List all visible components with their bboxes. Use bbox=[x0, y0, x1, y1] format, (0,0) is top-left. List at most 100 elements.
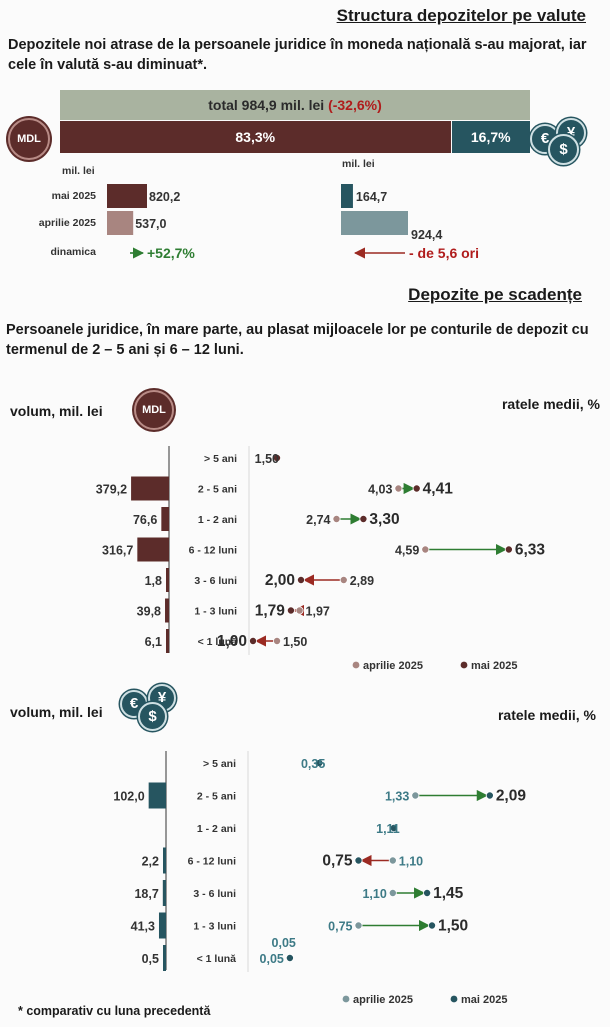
volume-label: 316,7 bbox=[102, 544, 133, 558]
may-point bbox=[296, 575, 305, 584]
may-rate-label: 6,33 bbox=[515, 542, 546, 559]
april-point bbox=[421, 545, 430, 554]
april-rate-label: 1,10 bbox=[362, 887, 386, 901]
april-point bbox=[388, 888, 397, 897]
april-point bbox=[339, 575, 348, 584]
fx-dollar-icon: $ bbox=[138, 702, 167, 731]
fx-bar-1 bbox=[341, 211, 408, 235]
may-rate-label: 1,11 bbox=[376, 822, 400, 836]
category-label: 2 - 5 ani bbox=[197, 791, 236, 803]
section1-title: Structura depozitelor pe valute bbox=[336, 6, 586, 25]
legend-may: mai 2025 bbox=[461, 994, 507, 1006]
april-point bbox=[332, 515, 341, 524]
mdl-bar-label-0: 820,2 bbox=[149, 190, 180, 204]
may-point bbox=[354, 856, 363, 865]
may-rate-label: 0,35 bbox=[301, 757, 325, 771]
mdl-chart-badge: MDL bbox=[134, 390, 174, 430]
may-point bbox=[412, 484, 421, 493]
mdl-rate-title: ratele medii, % bbox=[501, 396, 600, 412]
volume-bar bbox=[163, 847, 166, 874]
may-rate-label: 1,45 bbox=[433, 885, 464, 902]
mdl-bar-0 bbox=[107, 184, 147, 208]
category-label: < 1 lună bbox=[197, 953, 237, 965]
row-label-april: aprilie 2025 bbox=[38, 217, 96, 229]
mdl-bar-1 bbox=[107, 211, 134, 235]
category-label: > 5 ani bbox=[203, 758, 236, 770]
may-point bbox=[423, 888, 432, 897]
category-label: < 1 lună bbox=[198, 636, 238, 648]
may-rate-label: 2,09 bbox=[496, 788, 527, 805]
legend-may-marker bbox=[450, 995, 458, 1003]
may-rate-label: 1,79 bbox=[255, 603, 286, 620]
volume-label: 18,7 bbox=[134, 887, 158, 901]
may-point bbox=[427, 921, 436, 930]
volume-label: 41,3 bbox=[131, 920, 155, 934]
row-label-may: mai 2025 bbox=[51, 190, 96, 202]
april-point bbox=[295, 606, 304, 615]
volume-label: 6,1 bbox=[145, 635, 162, 649]
legend-april: aprilie 2025 bbox=[363, 660, 423, 672]
volume-label: 2,2 bbox=[142, 855, 159, 869]
volume-label: 379,2 bbox=[96, 483, 127, 497]
volume-bar bbox=[131, 476, 169, 501]
may-rate-label: 3,30 bbox=[369, 511, 399, 528]
category-label: 3 - 6 luni bbox=[194, 575, 237, 587]
legend-may-marker bbox=[460, 661, 468, 669]
april-rate-label: 2,74 bbox=[306, 513, 330, 527]
fx-volume-title: volum, mil. lei bbox=[10, 704, 103, 720]
share-fx-label: 16,7% bbox=[470, 129, 511, 145]
may-point bbox=[272, 453, 281, 462]
volume-bar bbox=[166, 568, 169, 592]
volume-label: 102,0 bbox=[113, 790, 144, 804]
fx-bar-0 bbox=[341, 184, 353, 208]
row-label-dynamic: dinamica bbox=[50, 246, 96, 258]
may-point bbox=[359, 515, 368, 524]
april-rate-label: 1,10 bbox=[399, 855, 423, 869]
category-label: 6 - 12 luni bbox=[188, 856, 237, 868]
april-point bbox=[354, 921, 363, 930]
dollar-icon: $ bbox=[548, 134, 579, 165]
april-point bbox=[411, 791, 420, 800]
fx-rate-title: ratele medii, % bbox=[497, 707, 596, 723]
unit-left: mil. lei bbox=[62, 165, 95, 177]
april-rate-label: 1,97 bbox=[306, 605, 330, 619]
fx-maturity-chart: > 5 ani 0,35 2 - 5 ani 102,0 2,09 1,33 1 - 2 a… bbox=[113, 751, 527, 1006]
category-label: 1 - 2 ani bbox=[198, 514, 237, 526]
total-change: (-32,6%) bbox=[328, 97, 382, 113]
footnote: * comparativ cu luna precedentă bbox=[18, 1004, 211, 1018]
volume-bar bbox=[165, 598, 169, 623]
april-rate-label: 1,33 bbox=[385, 790, 409, 804]
mdl-badge: MDL bbox=[8, 118, 50, 160]
section2-title: Depozite pe scadențe bbox=[408, 285, 582, 304]
april-rate-label: 1,50 bbox=[283, 635, 307, 649]
category-label: 3 - 6 luni bbox=[193, 888, 236, 900]
section2-lead: Persoanele juridice, în mare parte, au p… bbox=[6, 322, 589, 358]
legend-april-marker bbox=[342, 995, 350, 1003]
volume-label: 0,5 bbox=[142, 952, 159, 966]
fx-bar-label-0: 164,7 bbox=[356, 190, 387, 204]
may-point bbox=[485, 791, 494, 800]
category-label: 1 - 2 ani bbox=[197, 823, 236, 835]
april-rate-label: 4,03 bbox=[368, 483, 392, 497]
category-label: 1 - 3 luni bbox=[194, 606, 237, 618]
section1-lead: Depozitele noi atrase de la persoanele j… bbox=[8, 37, 587, 73]
may-point bbox=[286, 606, 295, 615]
april-point bbox=[394, 484, 403, 493]
may-rate-label: 1,50 bbox=[438, 918, 468, 935]
april-rate-label: 2,89 bbox=[350, 574, 374, 588]
may-rate-label: 2,00 bbox=[265, 572, 295, 589]
volume-bar bbox=[161, 507, 169, 531]
volume-bar bbox=[163, 945, 166, 971]
may-rate-label: 1,50 bbox=[255, 452, 279, 466]
volume-label: 39,8 bbox=[137, 605, 161, 619]
april-rate-label: 4,59 bbox=[395, 544, 419, 558]
volume-label: 76,6 bbox=[133, 513, 157, 527]
share-mdl-label: 83,3% bbox=[235, 129, 276, 145]
april-rate-label: 0,05 bbox=[260, 952, 284, 966]
volume-bar bbox=[158, 912, 166, 939]
may-point bbox=[248, 636, 257, 645]
may-rate-label: 0,05 bbox=[272, 936, 296, 950]
category-label: 2 - 5 ani bbox=[198, 484, 237, 496]
total-label: total 984,9 mil. lei bbox=[208, 97, 325, 113]
unit-right: mil. lei bbox=[342, 158, 375, 170]
